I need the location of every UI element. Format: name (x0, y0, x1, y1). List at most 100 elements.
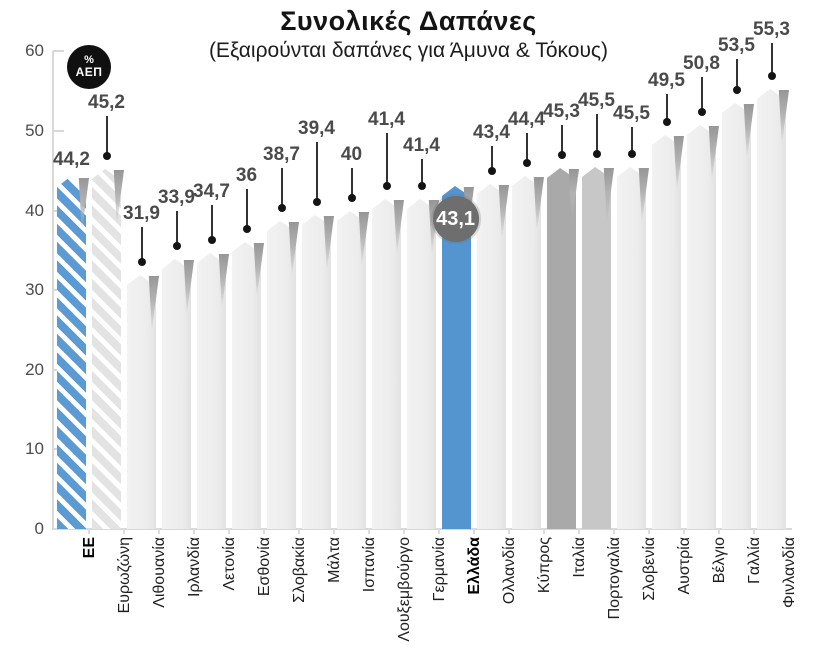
x-axis-label: Σλοβενία (640, 537, 658, 601)
x-gap-tick (683, 528, 685, 534)
y-tick-label: 0 (34, 519, 44, 538)
leader-line (700, 77, 703, 111)
bar (267, 221, 296, 529)
page-curl-decoration (288, 222, 299, 277)
leader-dot (172, 242, 181, 250)
x-gap-tick (473, 528, 475, 534)
page-curl-decoration (113, 170, 124, 225)
bar (197, 253, 226, 529)
bar-slot: 39,4 (298, 51, 335, 529)
page-curl-decoration (218, 254, 229, 309)
y-tick-mark (53, 130, 64, 132)
unit-badge-percent: % (84, 53, 94, 66)
y-tick-label: 30 (25, 280, 44, 300)
bar-slot: 33,9 (158, 51, 195, 529)
bar (722, 103, 751, 529)
bar-slot: 43,1 (432, 51, 479, 529)
leader-dot (102, 152, 111, 160)
page-curl-decoration (708, 126, 719, 181)
chart-subtitle: (Εξαιρούνται δαπάνες για Άμυνα & Τόκους) (208, 39, 609, 62)
leader-dot (697, 108, 706, 116)
page-curl-decoration (673, 136, 684, 191)
bar-value-label: 43,4 (473, 122, 510, 143)
bar-slot: 53,5 (718, 35, 755, 529)
bar (477, 184, 506, 529)
bar-value-label: 38,7 (263, 144, 300, 165)
page-curl-decoration (638, 168, 649, 223)
bar (57, 177, 86, 529)
leader-line (315, 142, 318, 201)
page-curl-decoration (603, 168, 614, 223)
bar (302, 215, 331, 529)
leader-line (210, 205, 213, 239)
bar-value-label: 34,7 (193, 181, 230, 202)
bar-slot: 45,3 (543, 51, 580, 529)
x-gap-tick (578, 528, 580, 534)
bar (407, 199, 436, 529)
leader-line (630, 127, 633, 153)
x-axis-label: Πορτογαλία (605, 537, 623, 620)
x-axis-label: Γαλλία (745, 537, 763, 584)
bar-slot: 34,7 (193, 51, 230, 529)
bar-slot: 45,2 (88, 51, 125, 529)
leader-line (595, 114, 598, 153)
x-axis-line (52, 528, 792, 530)
bar (512, 176, 541, 529)
bar-slot: 31,9 (123, 51, 160, 529)
bar-slot: 55,3 (753, 19, 790, 529)
bar (372, 199, 401, 529)
leader-dot (242, 225, 251, 233)
bar-value-label: 39,4 (298, 118, 335, 139)
bar (162, 259, 191, 529)
bar-slot: 41,4 (368, 51, 405, 529)
bar-value-label: 33,9 (158, 187, 195, 208)
bar-value-label: 45,5 (613, 103, 650, 124)
x-axis-label: Ισπανία (360, 537, 378, 593)
leader-dot (312, 198, 321, 206)
leader-line (560, 125, 563, 154)
bar-slot: 41,4 (403, 51, 440, 529)
bar-value-label: 45,2 (88, 92, 125, 113)
leader-line (770, 43, 773, 75)
bar-value-label: 49,5 (648, 70, 685, 91)
leader-dot (592, 150, 601, 158)
bar-value-label: 41,4 (368, 109, 405, 130)
chart-title: Συνολικές Δαπάνες (280, 6, 537, 36)
leader-line (245, 189, 248, 228)
leader-dot (277, 204, 286, 212)
bar-slot: 49,5 (648, 51, 685, 529)
x-axis-label: Ευρωζώνη (115, 537, 133, 614)
page-curl-decoration (568, 169, 579, 224)
x-gap-tick (403, 528, 405, 534)
bar (617, 167, 646, 529)
leader-line (280, 168, 283, 207)
y-tick-label: 60 (25, 41, 44, 61)
leader-dot (417, 182, 426, 190)
page-curl-decoration (498, 185, 509, 240)
bar (687, 125, 716, 529)
page-curl-decoration (253, 243, 264, 298)
bar (337, 211, 366, 529)
page-curl-decoration (743, 104, 754, 159)
unit-badge: % ΑΕΠ (67, 45, 111, 89)
bar-slot: 44,2 (53, 51, 90, 529)
x-gap-tick (438, 528, 440, 534)
x-gap-tick (508, 528, 510, 534)
page-curl-decoration (393, 200, 404, 255)
bar-value-label: 36 (235, 165, 258, 186)
leader-dot (207, 236, 216, 244)
x-gap-tick (613, 528, 615, 534)
x-axis-label: Λιθουανία (150, 537, 168, 608)
page-curl-decoration (358, 212, 369, 267)
bar (652, 135, 681, 529)
leader-line (385, 133, 388, 185)
bar-slot: 45,5 (613, 51, 650, 529)
bar-value-label: 44,4 (508, 109, 545, 130)
bar-value-label: 44,2 (53, 149, 90, 170)
x-axis-label: ΕΕ (80, 537, 98, 559)
x-gap-tick (123, 528, 125, 534)
bar-value-label: 31,9 (123, 203, 160, 224)
leader-dot (557, 151, 566, 159)
bar-value-label: 40 (340, 144, 363, 165)
leader-dot (522, 159, 531, 167)
